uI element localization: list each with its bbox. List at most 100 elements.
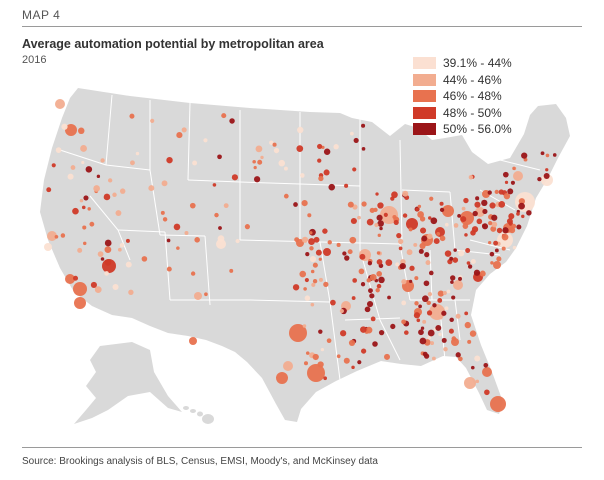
metro-marker [312, 279, 318, 284]
state-border-line [149, 169, 161, 236]
metro-marker [401, 300, 407, 306]
metro-marker [60, 233, 66, 238]
metro-marker [323, 376, 327, 381]
metro-marker [353, 137, 359, 143]
metro-marker [540, 151, 545, 156]
metro-marker [496, 227, 503, 234]
metro-marker [244, 224, 250, 230]
metro-marker [383, 212, 388, 217]
metro-marker [419, 337, 427, 345]
metro-marker [515, 192, 535, 212]
metro-marker [402, 190, 409, 197]
metro-marker [322, 228, 328, 234]
metro-marker [493, 261, 501, 269]
metro-marker [427, 291, 433, 297]
metro-marker [366, 218, 374, 226]
metro-marker [366, 300, 374, 308]
metro-marker [401, 279, 407, 285]
metro-marker [369, 207, 375, 213]
metro-marker [65, 274, 75, 284]
metro-marker [352, 167, 357, 172]
state-border-line [401, 189, 451, 193]
metro-marker [161, 180, 168, 187]
metro-marker [336, 354, 341, 359]
metro-marker [176, 246, 180, 250]
metro-marker [414, 276, 419, 281]
metro-marker [387, 295, 391, 300]
metro-marker [417, 204, 422, 209]
metro-marker [212, 183, 217, 187]
metro-marker [377, 202, 384, 209]
metro-marker [512, 245, 517, 250]
metro-marker [93, 185, 100, 192]
metro-marker [508, 221, 513, 226]
metro-marker [217, 154, 222, 160]
metro-marker [496, 256, 502, 262]
metro-marker [469, 330, 477, 337]
metro-marker [257, 159, 263, 165]
metro-marker [293, 202, 298, 207]
metro-marker [65, 124, 77, 136]
metro-marker [315, 249, 322, 256]
metro-marker [466, 261, 471, 265]
metro-marker [129, 113, 135, 119]
metro-marker [112, 283, 119, 291]
metro-marker [545, 153, 550, 158]
metro-marker [203, 138, 208, 143]
metro-marker [449, 317, 454, 323]
metro-marker [100, 158, 105, 163]
metro-marker [462, 223, 469, 229]
metro-marker [481, 199, 488, 207]
metro-marker [452, 257, 459, 263]
metro-marker [125, 238, 130, 243]
metro-marker [301, 236, 309, 243]
metro-marker [369, 273, 377, 281]
state-border-line [454, 299, 461, 341]
metro-marker [80, 145, 87, 152]
metro-marker [104, 271, 109, 276]
state-border-line [204, 235, 211, 306]
metro-marker [73, 275, 79, 281]
metro-marker [94, 286, 102, 293]
metro-marker [406, 249, 413, 256]
metro-marker [97, 251, 104, 257]
metro-marker [488, 221, 493, 226]
metro-marker [457, 213, 461, 218]
metro-marker [312, 353, 319, 361]
metro-marker [217, 235, 225, 242]
metro-marker [162, 217, 168, 222]
metro-marker [273, 147, 280, 154]
metro-marker [307, 364, 325, 382]
metro-marker [483, 362, 489, 368]
metro-marker [464, 311, 469, 316]
metro-marker [344, 255, 350, 261]
legend-item: 50% - 56.0% [413, 121, 543, 138]
legend-item: 44% - 46% [413, 72, 543, 89]
metro-marker [444, 250, 452, 257]
metro-marker [406, 218, 418, 230]
metro-marker [194, 292, 202, 300]
metro-marker [429, 196, 434, 201]
metro-marker [458, 276, 462, 281]
state-border-line [164, 231, 171, 301]
metro-marker [489, 202, 496, 209]
metro-marker [416, 318, 421, 323]
metro-marker [83, 195, 89, 201]
metro-marker [292, 284, 300, 291]
metro-marker [82, 225, 87, 230]
metro-marker [303, 361, 309, 366]
metro-marker [119, 188, 126, 194]
state-border-line [117, 229, 166, 233]
metro-marker [361, 201, 367, 207]
metro-marker [229, 118, 235, 124]
metro-marker [404, 330, 409, 335]
metro-marker [366, 278, 371, 283]
metro-marker [438, 332, 442, 337]
legend-label: 48% - 50% [443, 105, 502, 120]
metro-marker [458, 356, 463, 362]
metro-marker [189, 202, 196, 209]
metro-marker [418, 248, 424, 254]
metro-marker [231, 174, 239, 181]
metro-marker [430, 217, 438, 225]
metro-marker [318, 277, 323, 282]
